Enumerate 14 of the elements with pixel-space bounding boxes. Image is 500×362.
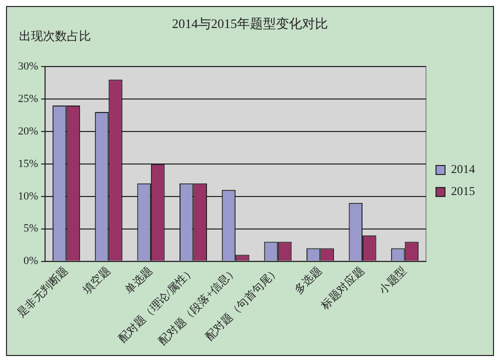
- legend-label: 2015: [451, 184, 475, 198]
- y-tick-label: 15%: [18, 158, 38, 170]
- y-tick-label: 25%: [18, 92, 38, 105]
- x-tick-label: 填空题: [80, 264, 113, 298]
- chart-title: 2014与2015年题型变化对比: [172, 16, 328, 32]
- legend-label: 2014: [451, 162, 475, 176]
- y-tick-label: 5%: [23, 222, 38, 235]
- y-tick-label: 10%: [18, 190, 38, 202]
- y-axis-title: 出现次数占比: [19, 29, 91, 44]
- x-tick-label: 小题型: [376, 264, 410, 296]
- x-tick-label: 多选题: [292, 264, 324, 296]
- x-tick-label: 单选题: [122, 264, 156, 296]
- y-tick-label: 30%: [18, 60, 38, 72]
- y-tick-label: 20%: [18, 125, 38, 138]
